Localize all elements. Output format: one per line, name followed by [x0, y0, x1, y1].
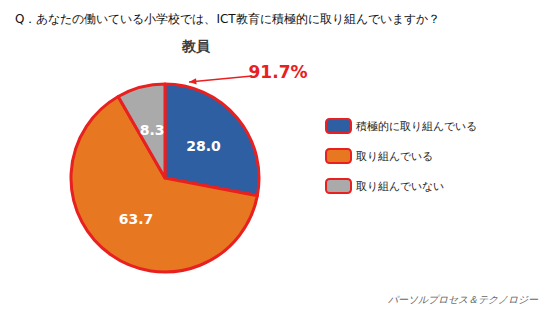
svg-text:取り組んでいない: 取り組んでいない	[356, 180, 444, 193]
svg-text:パーソルプロセス＆テクノロジー: パーソルプロセス＆テクノロジー	[388, 294, 539, 305]
svg-text:63.7: 63.7	[119, 211, 154, 227]
svg-text:Q．あなたの働いている小学校では、ICT教育に積極的に取り組: Q．あなたの働いている小学校では、ICT教育に積極的に取り組んでいますか？	[15, 12, 440, 26]
svg-text:積極的に取り組んでいる: 積極的に取り組んでいる	[356, 120, 477, 133]
svg-text:取り組んでいる: 取り組んでいる	[356, 150, 433, 163]
svg-text:教員: 教員	[181, 38, 211, 54]
svg-text:91.7%: 91.7%	[249, 62, 308, 82]
svg-text:8.3: 8.3	[140, 122, 165, 138]
svg-text:28.0: 28.0	[186, 138, 221, 154]
